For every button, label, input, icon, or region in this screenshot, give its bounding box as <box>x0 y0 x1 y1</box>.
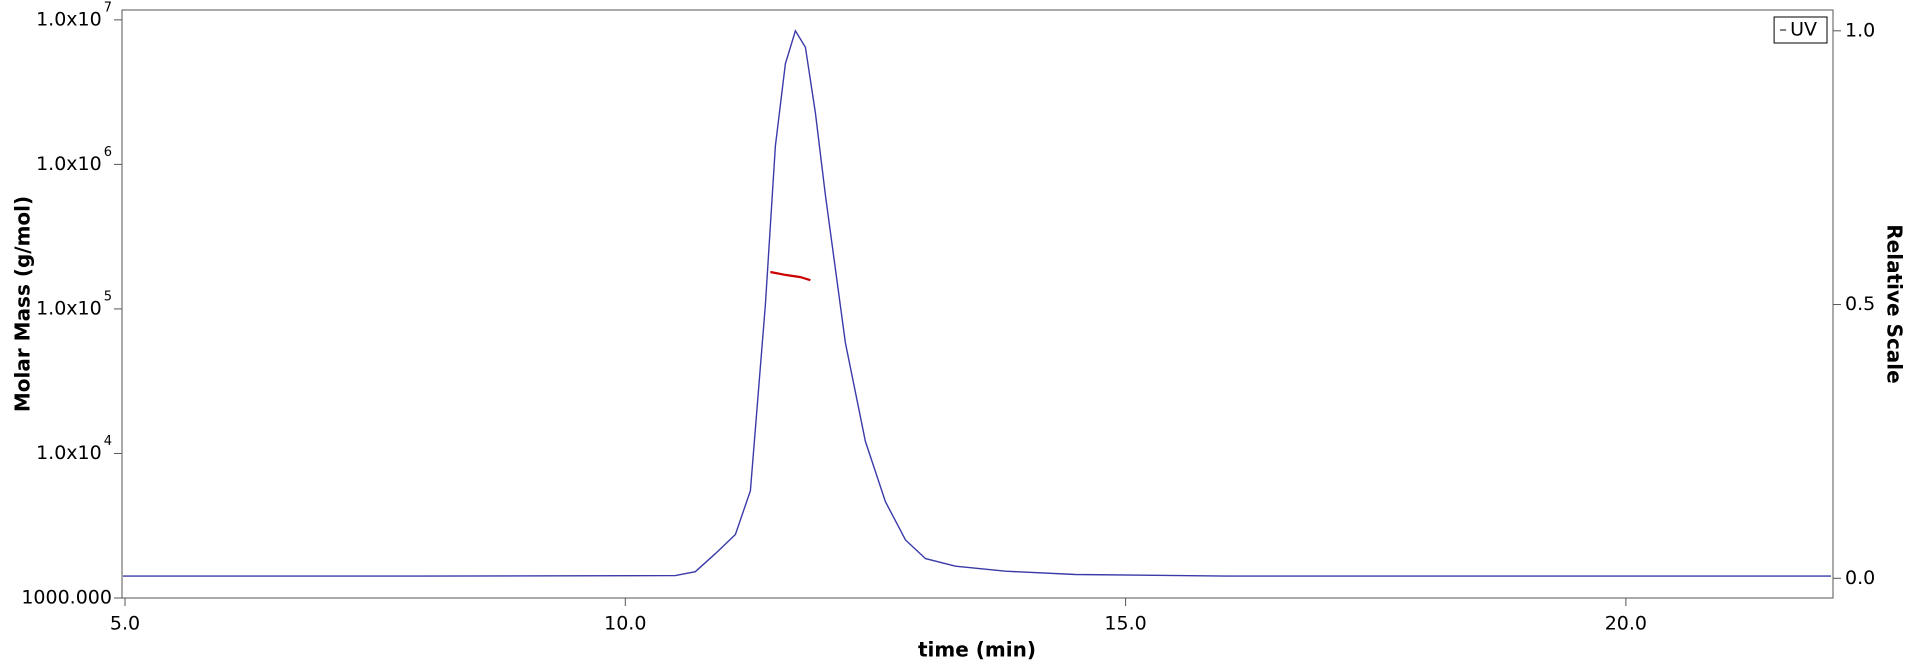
y2-tick-label: 0.0 <box>1845 567 1875 589</box>
x-tick-label: 10.0 <box>604 613 646 635</box>
y-tick-exponent: 6 <box>104 145 112 160</box>
y2-tick-label: 0.5 <box>1845 293 1875 315</box>
y-tick-label: 1.0x10 <box>36 297 102 319</box>
x-tick-label: 20.0 <box>1605 613 1647 635</box>
legend-box <box>1773 16 1828 44</box>
plot-frame <box>121 9 1834 599</box>
x-axis-title: time (min) <box>918 638 1036 662</box>
y-tick-exponent: 7 <box>104 0 112 15</box>
y-axis-title: Molar Mass (g/mol) <box>11 196 35 412</box>
y-tick-label: 1.0x10 <box>36 442 102 464</box>
y2-tick-label: 1.0 <box>1845 19 1875 41</box>
y-tick-label: 1.0x10 <box>36 8 102 30</box>
y-tick-label: 1.0x10 <box>36 153 102 175</box>
y-tick-label: 1000.000 <box>21 587 112 609</box>
x-tick-label: 5.0 <box>110 613 140 635</box>
y-tick-exponent: 5 <box>104 289 112 304</box>
legend-label: UV <box>1790 19 1817 41</box>
uv-line <box>123 29 1831 577</box>
x-tick-label: 15.0 <box>1104 613 1146 635</box>
molar-mass-line <box>770 270 811 282</box>
y-tick-exponent: 4 <box>104 434 112 449</box>
y2-axis-title: Relative Scale <box>1883 224 1907 383</box>
